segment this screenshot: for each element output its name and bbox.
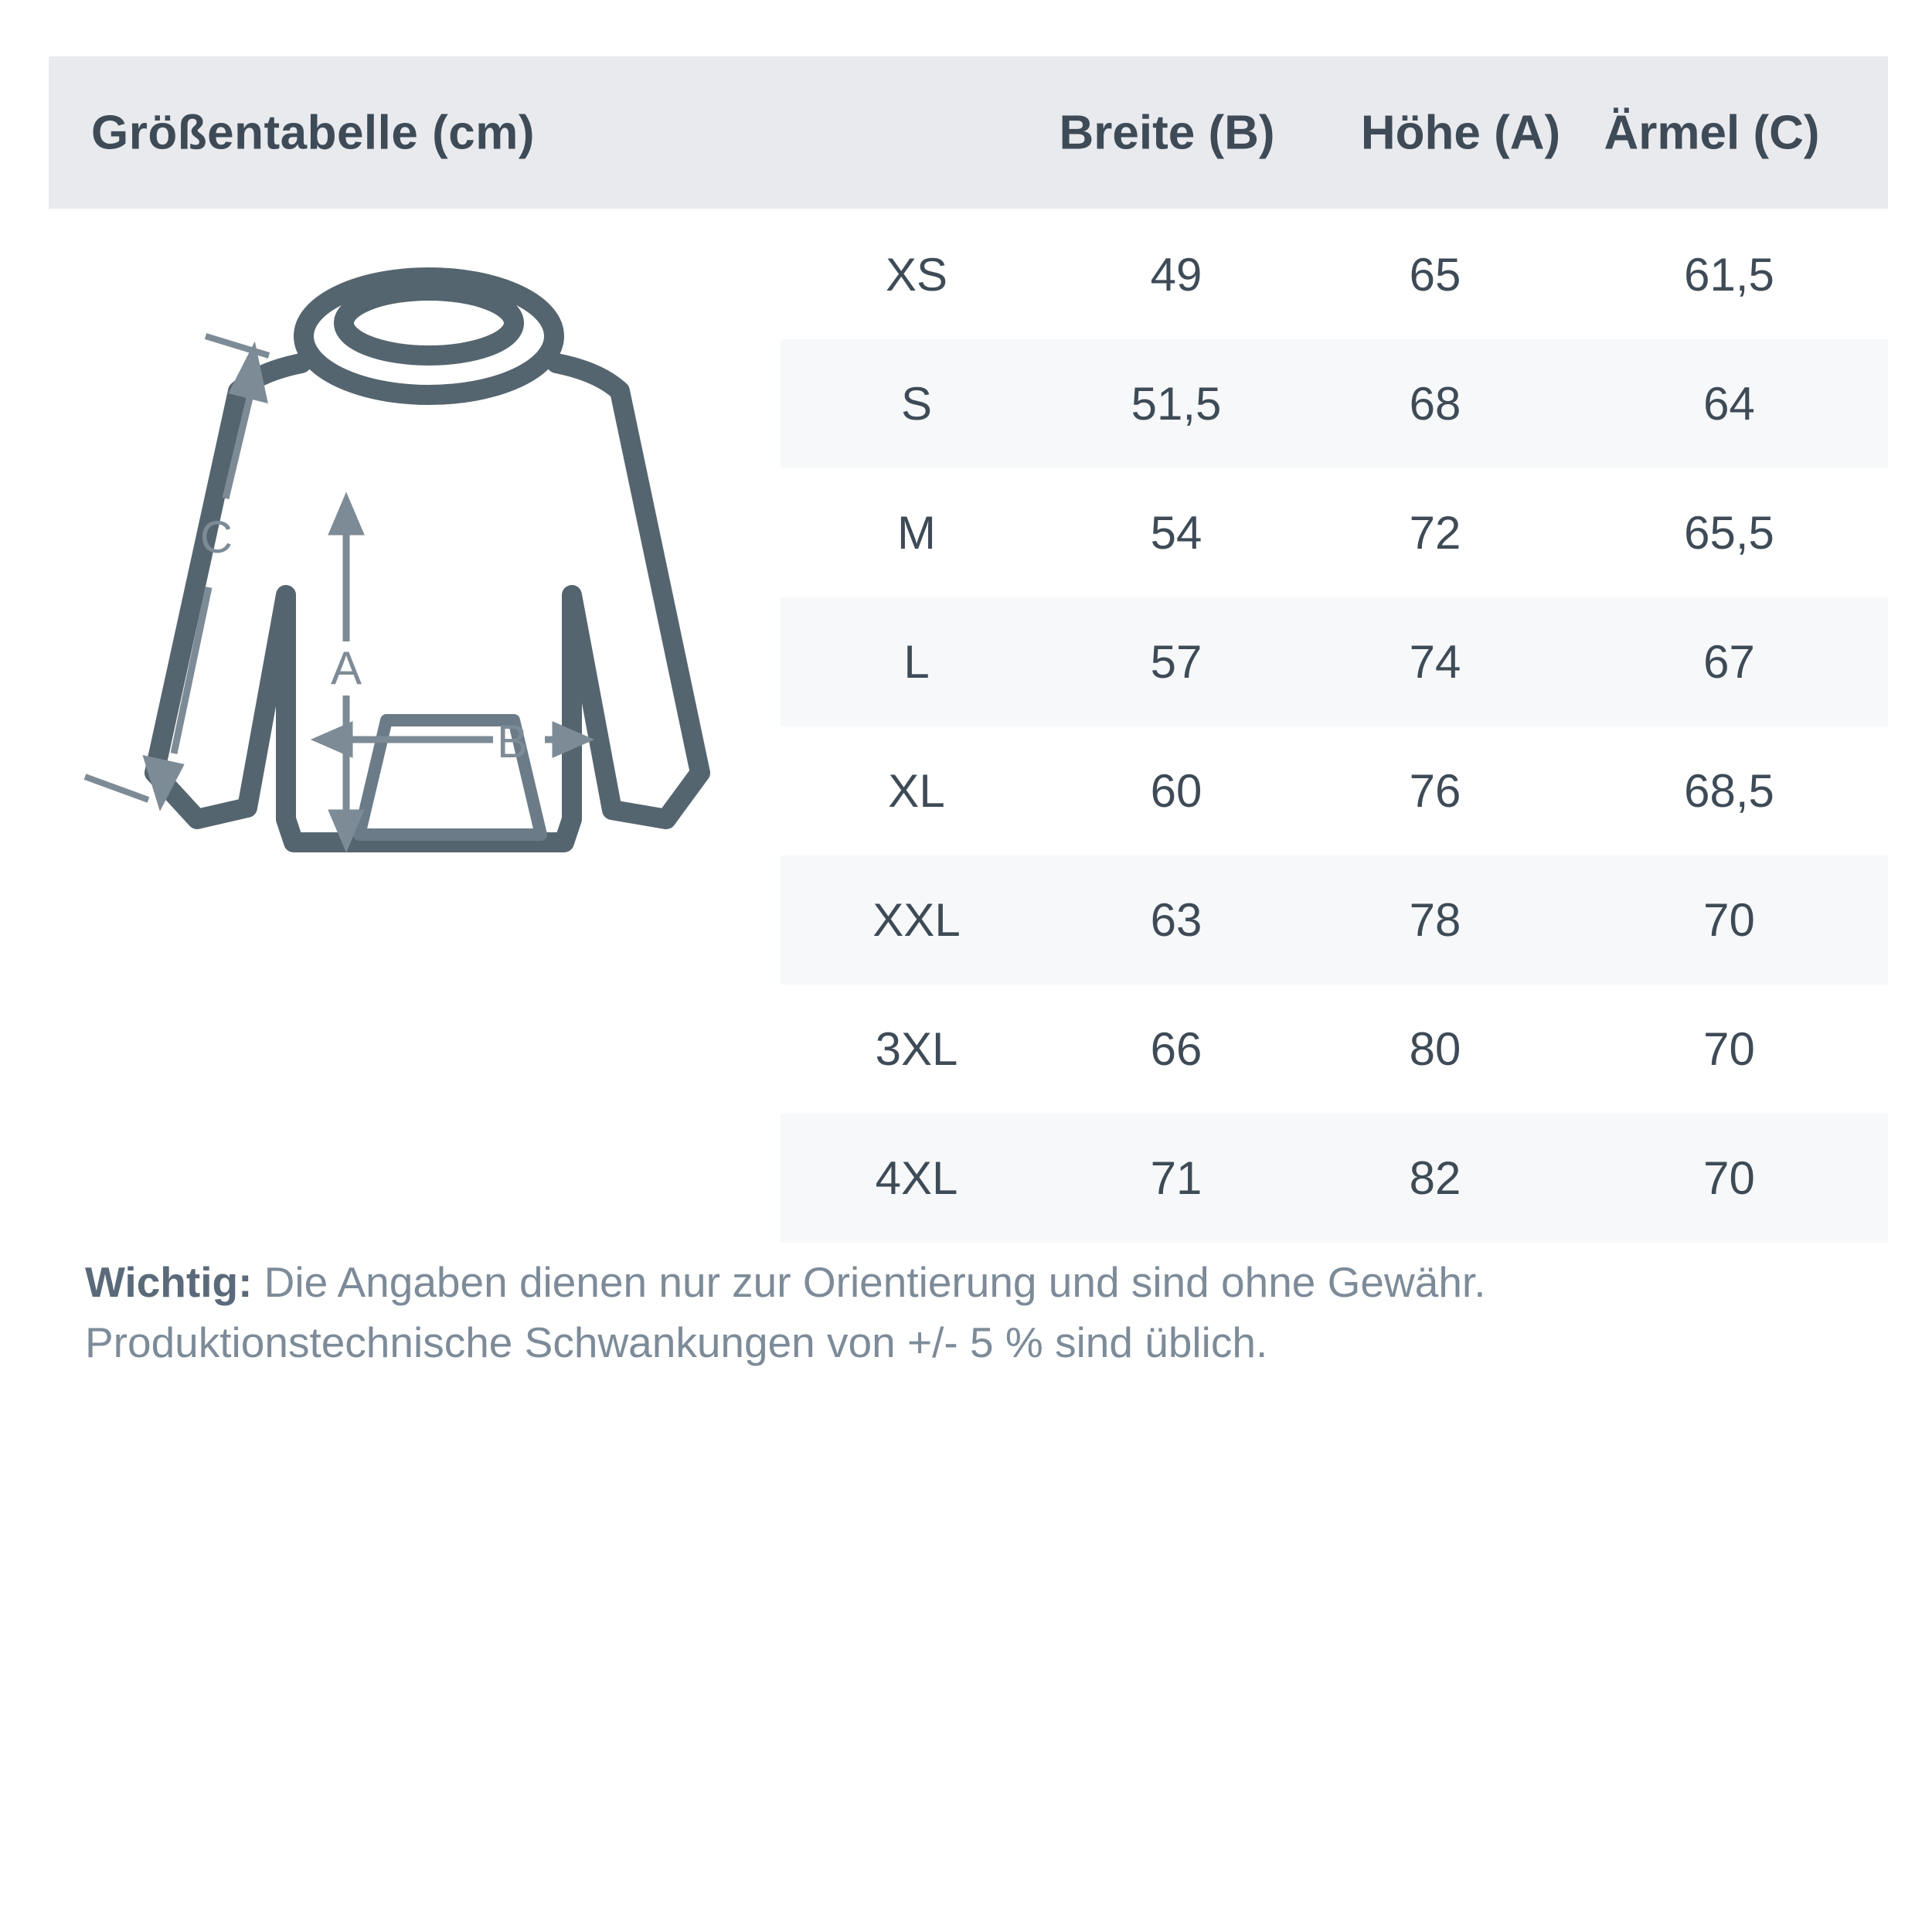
page-title: Größentabelle (cm) xyxy=(91,106,535,159)
table-row: L 57 74 67 xyxy=(781,597,1888,726)
dimension-label-a: A xyxy=(331,642,362,694)
breadth-cell: 49 xyxy=(1150,249,1202,301)
height-cell: 68 xyxy=(1409,378,1461,430)
table-row: 4XL 71 82 70 xyxy=(781,1114,1888,1243)
sleeve-cell: 70 xyxy=(1703,1023,1755,1075)
table-row: XL 60 76 68,5 xyxy=(781,726,1888,855)
height-cell: 76 xyxy=(1409,765,1461,817)
height-cell: 65 xyxy=(1409,249,1461,301)
breadth-cell: 60 xyxy=(1150,765,1202,817)
dimension-label-b: B xyxy=(497,716,528,767)
size-table: XS 49 65 61,5 S 51,5 68 64 M 54 72 65,5 L 57 74 67 XL 60 7… xyxy=(781,210,1888,1243)
size-cell: XL xyxy=(888,765,945,817)
disclaimer-note: Wichtig: Die Angaben dienen nur zur Orie… xyxy=(85,1252,1886,1372)
height-cell: 72 xyxy=(1409,507,1461,559)
column-header-breadth: Breite (B) xyxy=(1059,106,1275,159)
sleeve-cell: 64 xyxy=(1703,378,1755,430)
sleeve-cell: 70 xyxy=(1703,1152,1755,1204)
sleeve-cell: 65,5 xyxy=(1684,507,1774,559)
table-row: M 54 72 65,5 xyxy=(781,468,1888,597)
sleeve-cell: 70 xyxy=(1703,894,1755,946)
dimension-sleeve-c xyxy=(83,333,270,811)
hoodie-outline-icon xyxy=(145,267,710,852)
breadth-cell: 54 xyxy=(1150,507,1202,559)
size-cell: L xyxy=(903,636,930,688)
table-row: S 51,5 68 64 xyxy=(781,339,1888,468)
dimension-height-a xyxy=(328,492,365,853)
column-header-sleeve: Ärmel (C) xyxy=(1604,106,1820,159)
sleeve-cell: 61,5 xyxy=(1684,249,1774,301)
column-header-height: Höhe (A) xyxy=(1360,106,1561,159)
breadth-cell: 57 xyxy=(1150,636,1202,688)
hoodie-diagram: B A C xyxy=(62,232,773,866)
size-cell: M xyxy=(897,507,936,559)
height-cell: 74 xyxy=(1409,636,1461,688)
disclaimer-label: Wichtig: xyxy=(85,1258,253,1306)
height-cell: 80 xyxy=(1409,1023,1461,1075)
sleeve-cell: 67 xyxy=(1703,636,1755,688)
size-chart-header: Größentabelle (cm) Breite (B) Höhe (A) Ä… xyxy=(49,56,1888,209)
sleeve-cell: 68,5 xyxy=(1684,765,1774,817)
size-cell: S xyxy=(900,378,933,430)
table-row: XS 49 65 61,5 xyxy=(781,210,1888,339)
breadth-cell: 51,5 xyxy=(1131,378,1222,430)
size-cell: XXL xyxy=(872,894,961,946)
size-cell: 4XL xyxy=(875,1152,958,1204)
size-table-body: XS 49 65 61,5 S 51,5 68 64 M 54 72 65,5 L 57 74 67 XL 60 7… xyxy=(781,210,1888,1243)
breadth-cell: 66 xyxy=(1150,1023,1202,1075)
height-cell: 78 xyxy=(1409,894,1461,946)
size-cell: XS xyxy=(885,249,948,301)
breadth-cell: 71 xyxy=(1150,1152,1202,1204)
table-row: XXL 63 78 70 xyxy=(781,855,1888,985)
breadth-cell: 63 xyxy=(1150,894,1202,946)
disclaimer-text: Die Angaben dienen nur zur Orientierung … xyxy=(85,1258,1486,1367)
height-cell: 82 xyxy=(1409,1152,1461,1204)
dimension-width-b xyxy=(310,721,595,758)
table-row: 3XL 66 80 70 xyxy=(781,985,1888,1114)
dimension-annotations xyxy=(83,333,595,853)
dimension-label-c: C xyxy=(200,512,233,563)
size-cell: 3XL xyxy=(875,1023,958,1075)
